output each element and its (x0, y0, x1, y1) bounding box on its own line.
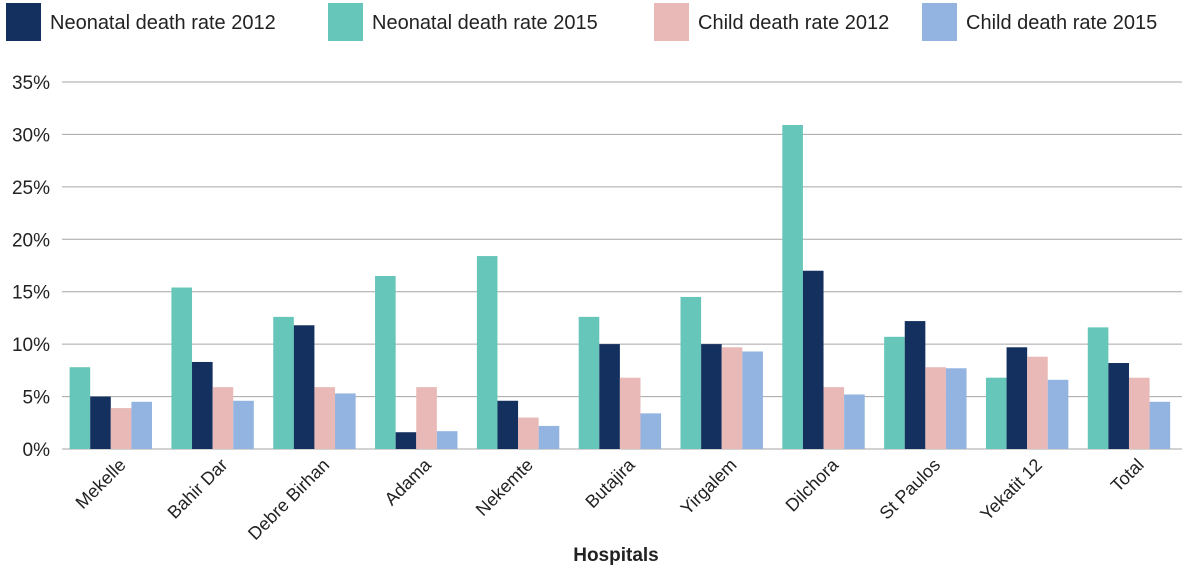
bar (721, 347, 743, 449)
legend-swatch (922, 3, 957, 41)
bar (518, 417, 539, 449)
y-tick-label: 35% (12, 73, 50, 94)
y-tick-label: 15% (12, 283, 50, 304)
bar (701, 344, 722, 449)
bar (1087, 327, 1109, 449)
bar (680, 296, 702, 449)
bar (985, 377, 1007, 449)
y-tick-label: 5% (23, 388, 51, 409)
legend-swatch (328, 3, 363, 41)
bar (1108, 363, 1129, 449)
bar (476, 256, 498, 449)
legend-label: Child death rate 2012 (698, 12, 889, 34)
bar (1047, 379, 1069, 449)
bar (375, 275, 396, 449)
legend-label: Child death rate 2015 (966, 12, 1157, 34)
bar (925, 367, 946, 449)
bars (69, 124, 1171, 450)
bar (395, 432, 417, 449)
bar (497, 400, 519, 449)
y-axis-tick-labels: 0% 5% 10% 15% 20% 25% 30% 35% (12, 73, 50, 461)
bar (945, 368, 967, 449)
y-tick-label: 10% (12, 335, 50, 356)
bar (599, 344, 620, 449)
bar (823, 387, 845, 449)
x-category-label: Total (1107, 455, 1148, 496)
bar (131, 401, 152, 449)
bar (293, 325, 315, 449)
legend-swatch (654, 3, 689, 41)
y-tick-label: 25% (12, 178, 50, 199)
y-tick-label: 30% (12, 125, 50, 146)
legend-item: Neonatal death rate 2012 (6, 3, 276, 41)
x-category-label: Butajira (581, 454, 639, 512)
bar (273, 316, 294, 449)
y-tick-label: 20% (12, 230, 50, 251)
bar (416, 387, 437, 449)
x-category-label: Debre Birhan (244, 455, 333, 544)
legend-label: Neonatal death rate 2012 (50, 12, 276, 34)
gridlines (62, 81, 1182, 450)
legend-label: Neonatal death rate 2015 (372, 12, 598, 34)
y-tick-label: 0% (23, 440, 51, 461)
bar (192, 361, 213, 449)
bar (884, 336, 905, 449)
x-axis-category-labels: Mekelle Bahir Dar Debre Birhan Adama Nekemte… (72, 454, 1148, 544)
bar (90, 396, 111, 449)
bar (904, 321, 926, 449)
bar (742, 351, 763, 449)
bar (212, 387, 234, 449)
x-category-label: Nekemte (472, 455, 537, 520)
bar (1006, 347, 1028, 449)
legend-item: Child death rate 2015 (922, 3, 1157, 41)
bar (1149, 401, 1171, 449)
bar (69, 367, 91, 449)
bar (1027, 356, 1048, 449)
bar (802, 270, 824, 449)
bar (640, 413, 662, 449)
x-category-label: Bahir Dar (164, 455, 232, 523)
bar (314, 387, 336, 449)
bar (619, 377, 641, 449)
bar (538, 425, 560, 449)
legend-item: Child death rate 2012 (654, 3, 889, 41)
bar (335, 393, 356, 449)
bar (110, 408, 132, 449)
bar (436, 431, 458, 449)
legend-swatch (6, 3, 41, 41)
x-category-label: Mekelle (72, 455, 130, 513)
x-category-label: St Paulos (876, 455, 945, 524)
bar (844, 394, 865, 449)
x-axis-title: Hospitals (573, 545, 659, 566)
x-category-label: Dilchora (782, 454, 844, 516)
bar (1128, 377, 1150, 449)
bar (233, 400, 254, 449)
bar (578, 316, 600, 449)
bar (171, 287, 193, 449)
bar (782, 124, 803, 450)
legend: Neonatal death rate 2012 Neonatal death r… (6, 3, 1157, 41)
x-category-label: Yekatit 12 (976, 455, 1046, 525)
x-category-label: Yirgalem (677, 455, 741, 519)
x-category-label: Adama (381, 454, 436, 509)
legend-item: Neonatal death rate 2015 (328, 3, 598, 41)
